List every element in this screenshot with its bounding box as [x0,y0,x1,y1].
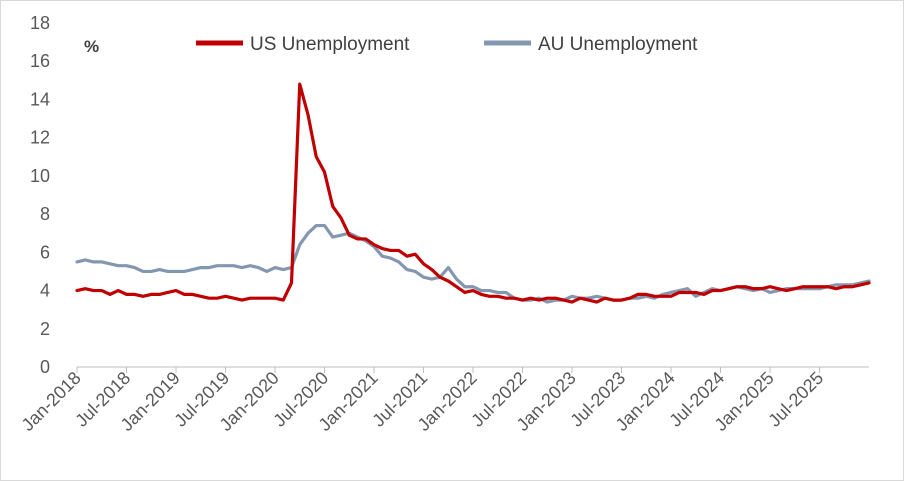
y-unit-label: % [84,37,99,56]
y-tick-label: 2 [40,319,50,339]
us-unemployment-line [75,82,871,304]
x-axis-ticks: Jan-2018Jul-2018Jan-2019Jul-2019Jan-2020… [18,367,827,435]
x-tick-label: Jan-2018 [18,368,85,435]
series-lines [75,82,871,304]
x-tick-label: Jul-2025 [764,368,827,431]
legend-label-us: US Unemployment [250,34,410,55]
y-tick-label: 4 [40,281,50,301]
y-tick-label: 10 [30,166,50,186]
y-tick-label: 0 [40,357,50,377]
y-tick-label: 16 [30,51,50,71]
y-tick-label: 6 [40,242,50,262]
y-tick-label: 14 [30,89,50,109]
legend: US Unemployment AU Unemployment [196,34,698,55]
y-tick-label: 8 [40,204,50,224]
y-axis-ticks: 0 2 4 6 8 10 12 14 16 18 [30,13,50,377]
legend-label-au: AU Unemployment [538,34,698,55]
y-tick-label: 18 [30,13,50,33]
y-tick-label: 12 [30,128,50,148]
